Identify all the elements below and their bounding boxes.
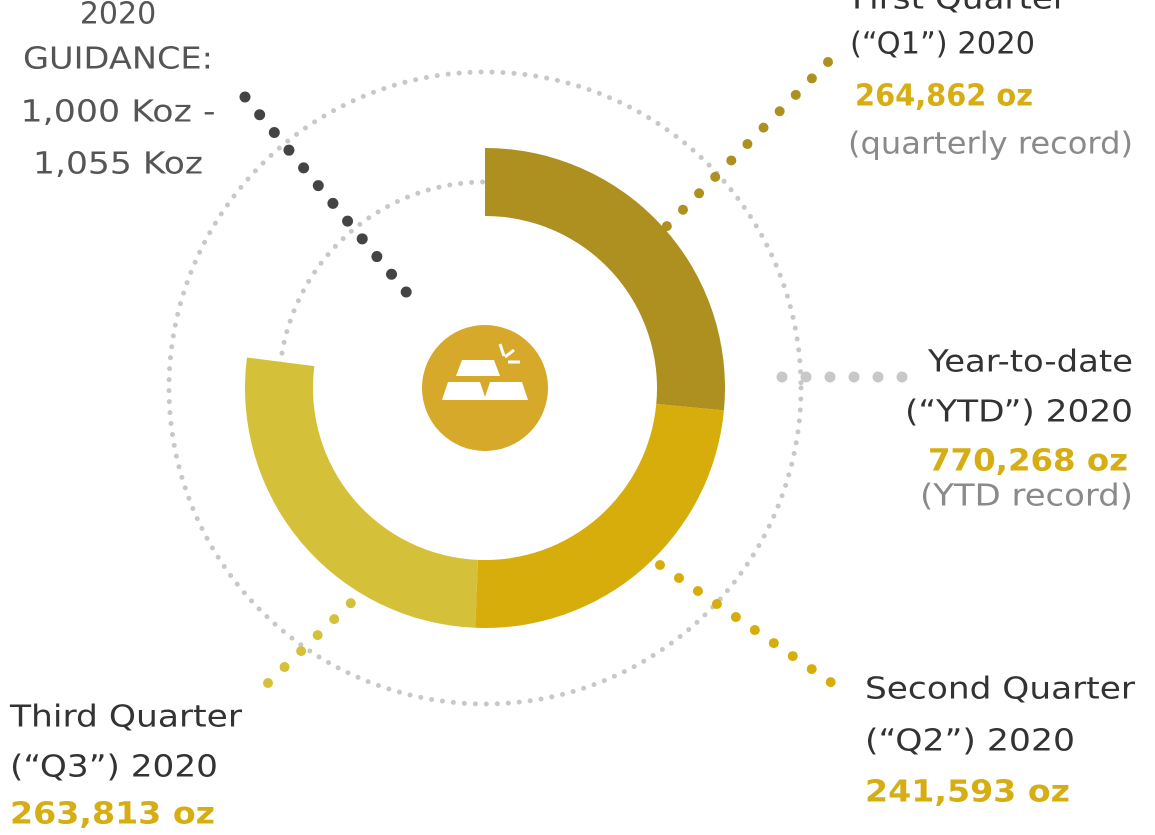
label: Year-to-date xyxy=(927,345,1133,380)
guidance-text: 1,000 Koz - xyxy=(21,95,216,130)
value-label: 264,862 oz xyxy=(855,79,1033,114)
note: (YTD record) xyxy=(920,479,1133,514)
label: (“Q3”) 2020 xyxy=(10,750,218,785)
leader xyxy=(655,560,837,688)
outer-ring xyxy=(166,69,804,707)
gold-icon xyxy=(422,325,548,451)
label: (“Q1”) 2020 xyxy=(850,27,1035,62)
donut-segment xyxy=(485,148,725,411)
label: (“Q2”) 2020 xyxy=(865,724,1075,759)
label: Second Quarter xyxy=(865,672,1136,707)
leader xyxy=(263,597,357,688)
guidance-text: GUIDANCE: xyxy=(23,42,213,77)
value-label: 241,593 oz xyxy=(865,775,1070,810)
leader xyxy=(239,91,413,299)
donut-segment xyxy=(244,357,479,628)
guidance-text: 2020 xyxy=(80,0,156,32)
guidance: 2020 GUIDANCE: 1,000 Koz - 1,055 Koz xyxy=(21,0,216,182)
guidance-text: 1,055 Koz xyxy=(33,147,203,182)
label: Third Quarter xyxy=(9,700,243,735)
note: (quarterly record) xyxy=(848,127,1133,162)
donut xyxy=(244,148,725,628)
label: (“YTD”) 2020 xyxy=(905,395,1133,430)
value-label: 263,813 oz xyxy=(10,797,215,832)
donut-segment xyxy=(475,404,724,628)
label: First Quarter xyxy=(852,0,1068,17)
leader xyxy=(660,57,833,233)
value-label: 770,268 oz xyxy=(928,444,1128,479)
